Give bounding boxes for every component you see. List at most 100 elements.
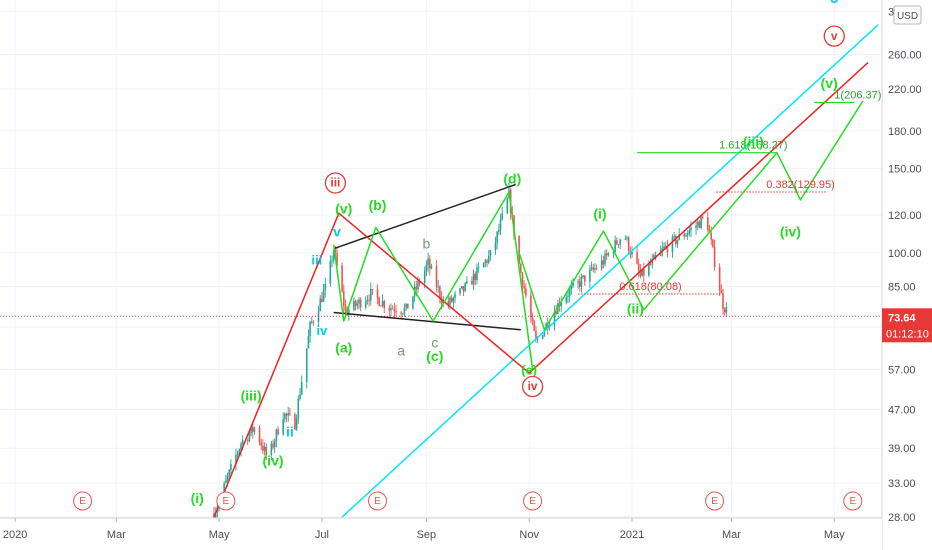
candle-body bbox=[713, 246, 716, 268]
wave-path-red[interactable] bbox=[213, 62, 869, 518]
candle-body bbox=[430, 266, 433, 269]
earnings-event-marker[interactable] bbox=[73, 491, 93, 511]
wave-label: (e) bbox=[521, 363, 537, 378]
candle-body bbox=[393, 308, 396, 312]
candle-body bbox=[322, 290, 325, 302]
candle-body bbox=[307, 335, 310, 349]
earnings-event-marker[interactable] bbox=[705, 491, 725, 511]
candle-body bbox=[555, 311, 557, 314]
earnings-event-marker[interactable] bbox=[368, 491, 388, 511]
chart-ui: USD 73.64 01:12:10 bbox=[882, 5, 932, 343]
time-tick-label: Mar bbox=[722, 529, 741, 541]
triangle-line[interactable] bbox=[333, 183, 516, 250]
candle-body bbox=[546, 323, 549, 329]
candle-body bbox=[678, 234, 680, 240]
candle-body bbox=[568, 289, 571, 297]
candle-body bbox=[666, 245, 669, 253]
candle-body bbox=[462, 286, 465, 291]
price-tick-label: 57.00 bbox=[888, 364, 916, 376]
candle-body bbox=[263, 446, 266, 451]
candle-body bbox=[700, 216, 702, 228]
wave-label: v bbox=[333, 224, 341, 240]
time-tick-label: 2021 bbox=[620, 529, 644, 541]
candle-body bbox=[287, 413, 289, 416]
candle-body bbox=[354, 300, 357, 306]
candle-body bbox=[405, 303, 407, 308]
candle-body bbox=[407, 303, 409, 309]
circled-wave-label: v bbox=[831, 29, 838, 43]
candle-body bbox=[464, 283, 466, 291]
candle-body bbox=[499, 219, 502, 230]
price-axis-bg bbox=[882, 0, 932, 550]
bar-close-countdown: 01:12:10 bbox=[886, 328, 929, 340]
candle-body bbox=[226, 475, 229, 480]
candle-body bbox=[400, 312, 402, 314]
candle-body bbox=[454, 293, 456, 299]
wave-path-green[interactable] bbox=[332, 191, 534, 370]
candle-body bbox=[616, 240, 618, 245]
plot-area[interactable]: 1(206.37) 1.618(158.27) 0.382(129.95) 0.618… bbox=[0, 0, 882, 524]
candle-body bbox=[643, 268, 645, 276]
price-tick-label: 220.00 bbox=[888, 84, 922, 96]
candle-body bbox=[214, 512, 217, 518]
candle-body bbox=[344, 305, 347, 311]
candle-body bbox=[449, 297, 451, 305]
candle-body bbox=[273, 441, 276, 448]
candle-body bbox=[482, 262, 485, 268]
channel-line-cyan[interactable] bbox=[341, 24, 879, 518]
candle-body bbox=[439, 286, 441, 298]
time-tick-label: May bbox=[209, 529, 230, 541]
candle-body bbox=[423, 270, 426, 284]
candle-body bbox=[519, 263, 522, 273]
price-axis[interactable]: 28.0033.0039.0047.0057.0070.0085.00100.0… bbox=[881, 0, 932, 550]
candle-body bbox=[525, 288, 527, 296]
candle-body bbox=[258, 427, 261, 443]
earnings-event-marker[interactable] bbox=[843, 491, 863, 511]
wave-label: (iv) bbox=[263, 453, 284, 469]
candle-body bbox=[501, 213, 504, 220]
triangle-line[interactable] bbox=[333, 311, 521, 331]
candle-body bbox=[531, 317, 534, 322]
price-tick-label: 39.00 bbox=[888, 443, 916, 455]
candle-body bbox=[246, 440, 249, 442]
candle-body bbox=[707, 217, 709, 231]
candle-body bbox=[661, 248, 664, 251]
earnings-event-marker[interactable] bbox=[216, 491, 236, 511]
candle-body bbox=[649, 264, 652, 265]
candle-body bbox=[617, 244, 620, 246]
candle-body bbox=[412, 296, 414, 309]
earnings-event-label: E bbox=[374, 496, 381, 507]
candle-body bbox=[636, 251, 638, 264]
candle-body bbox=[712, 239, 714, 247]
candle-body bbox=[415, 286, 418, 290]
candle-body bbox=[248, 433, 251, 442]
earnings-event-marker[interactable] bbox=[523, 491, 543, 511]
candle-body bbox=[723, 309, 726, 313]
circled-wave-label: iii bbox=[330, 176, 340, 190]
candle-body bbox=[376, 289, 379, 298]
wave-label: 5 bbox=[830, 0, 838, 7]
wave-label: iv bbox=[316, 323, 328, 338]
fib-level-label: 0.618(80.08) bbox=[619, 281, 681, 293]
candle-body bbox=[265, 446, 268, 456]
candle-body bbox=[309, 321, 311, 336]
currency-button[interactable] bbox=[893, 5, 922, 25]
wave-path-green[interactable] bbox=[518, 100, 864, 331]
time-axis[interactable]: 2020 Mar May Jul Sep Nov 2021 Mar May bbox=[0, 517, 882, 550]
candle-body bbox=[395, 311, 397, 313]
candle-body bbox=[637, 263, 640, 272]
price-tick-label: 180.00 bbox=[888, 126, 922, 138]
candle-body bbox=[299, 394, 301, 399]
wave-label: (d) bbox=[503, 171, 521, 187]
earnings-event-label: E bbox=[223, 496, 230, 507]
wave-label: ii bbox=[286, 424, 294, 440]
candle-body bbox=[294, 414, 296, 430]
candle-body bbox=[536, 338, 539, 340]
price-tick-label: 33.00 bbox=[888, 478, 916, 490]
fib-level-label: 0.382(129.95) bbox=[766, 179, 835, 191]
candle-body bbox=[698, 221, 701, 228]
wave-label: (v) bbox=[821, 75, 838, 91]
time-tick-label: May bbox=[824, 529, 845, 541]
wave-label: iii bbox=[311, 253, 322, 268]
